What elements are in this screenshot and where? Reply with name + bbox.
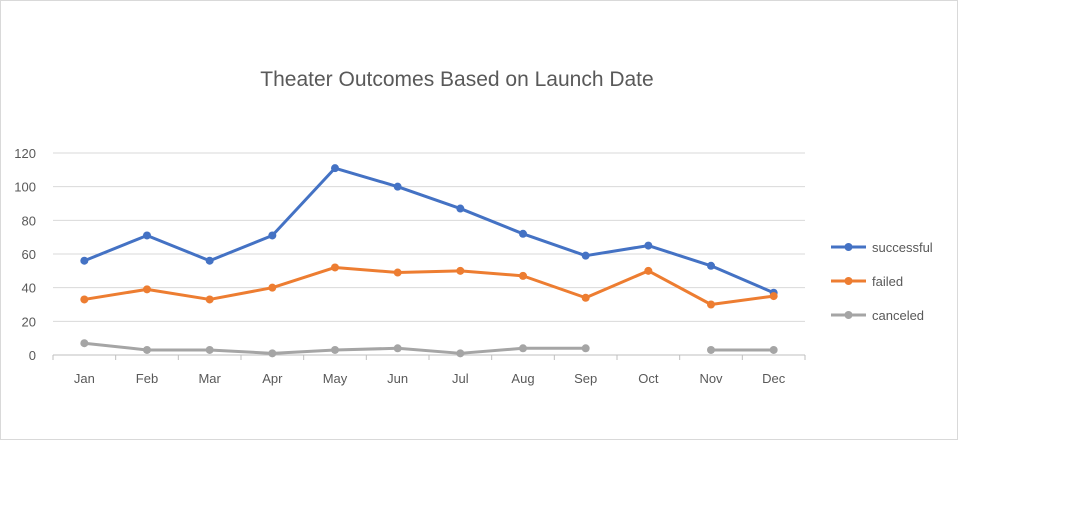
y-tick-label: 100 <box>14 180 36 195</box>
data-point-failed <box>205 295 214 304</box>
data-point-successful <box>707 261 715 270</box>
data-point-failed <box>456 266 465 275</box>
data-point-successful <box>268 231 277 240</box>
data-point-successful <box>331 164 339 173</box>
legend-label-successful: successful <box>872 240 933 255</box>
data-point-successful <box>644 241 653 250</box>
data-point-canceled <box>769 345 778 354</box>
y-tick-label: 40 <box>22 281 36 296</box>
y-tick-label: 20 <box>22 314 36 329</box>
data-point-successful <box>581 251 590 260</box>
data-point-successful <box>519 229 527 238</box>
series-successful <box>80 164 778 297</box>
gridlines <box>53 152 805 356</box>
data-point-failed <box>581 293 590 302</box>
legend-item-canceled: canceled <box>831 308 924 323</box>
legend-label-failed: failed <box>872 274 903 289</box>
legend-label-canceled: canceled <box>872 308 924 323</box>
y-axis-tick-labels: 0 20 40 60 80 100 120 <box>14 146 36 363</box>
x-tick-label: May <box>323 371 348 386</box>
y-tick-label: 80 <box>22 213 36 228</box>
data-point-canceled <box>581 344 590 353</box>
x-tick-label: Aug <box>511 371 534 386</box>
y-tick-label: 0 <box>29 348 36 363</box>
data-point-canceled <box>205 345 214 354</box>
x-tick-label: Jan <box>74 371 95 386</box>
chart-title: Theater Outcomes Based on Launch Date <box>260 68 653 91</box>
series-line-successful <box>82 166 776 295</box>
legend: successful failed canceled <box>831 240 933 323</box>
x-tick-label: Sep <box>574 371 597 386</box>
data-point-canceled <box>80 339 89 348</box>
data-point-successful <box>143 231 151 240</box>
y-tick-label: 60 <box>22 247 36 262</box>
x-tick-label: Nov <box>699 371 723 386</box>
legend-marker-canceled <box>844 311 853 319</box>
data-point-canceled <box>393 344 402 353</box>
x-axis-tick-labels: Jan Feb Mar Apr May Jun Jul Aug Sep Oct Nov Dec <box>52 355 806 386</box>
x-tick-label: Jul <box>452 371 469 386</box>
data-point-failed <box>80 295 89 304</box>
data-point-failed <box>707 300 715 309</box>
data-point-failed <box>644 266 653 275</box>
y-tick-label: 120 <box>14 146 36 161</box>
series-line-failed <box>82 265 776 306</box>
data-point-successful <box>456 204 465 213</box>
data-point-failed <box>331 263 339 272</box>
data-point-failed <box>143 285 151 294</box>
data-point-canceled <box>331 345 339 354</box>
data-point-successful <box>80 256 89 265</box>
x-tick-label: Mar <box>198 371 221 386</box>
x-tick-label: Jun <box>387 371 408 386</box>
data-point-failed <box>393 268 402 277</box>
data-point-failed <box>268 283 277 292</box>
data-point-canceled <box>268 349 277 358</box>
data-point-canceled <box>456 349 465 358</box>
series-lines <box>80 164 778 358</box>
legend-item-successful: successful <box>831 240 933 255</box>
legend-marker-successful <box>844 243 853 251</box>
x-tick-label: Oct <box>638 371 659 386</box>
legend-marker-failed <box>844 277 853 285</box>
legend-item-failed: failed <box>831 274 903 289</box>
series-canceled <box>80 339 778 358</box>
data-point-canceled <box>707 345 715 354</box>
data-point-failed <box>769 292 778 301</box>
data-point-canceled <box>143 345 151 354</box>
x-tick-label: Apr <box>262 371 283 386</box>
data-point-canceled <box>519 344 527 353</box>
series-failed <box>80 263 778 309</box>
data-point-failed <box>519 271 527 280</box>
x-tick-label: Dec <box>762 371 786 386</box>
x-tick-label: Feb <box>136 371 158 386</box>
data-point-successful <box>393 182 402 191</box>
data-point-successful <box>205 256 214 265</box>
